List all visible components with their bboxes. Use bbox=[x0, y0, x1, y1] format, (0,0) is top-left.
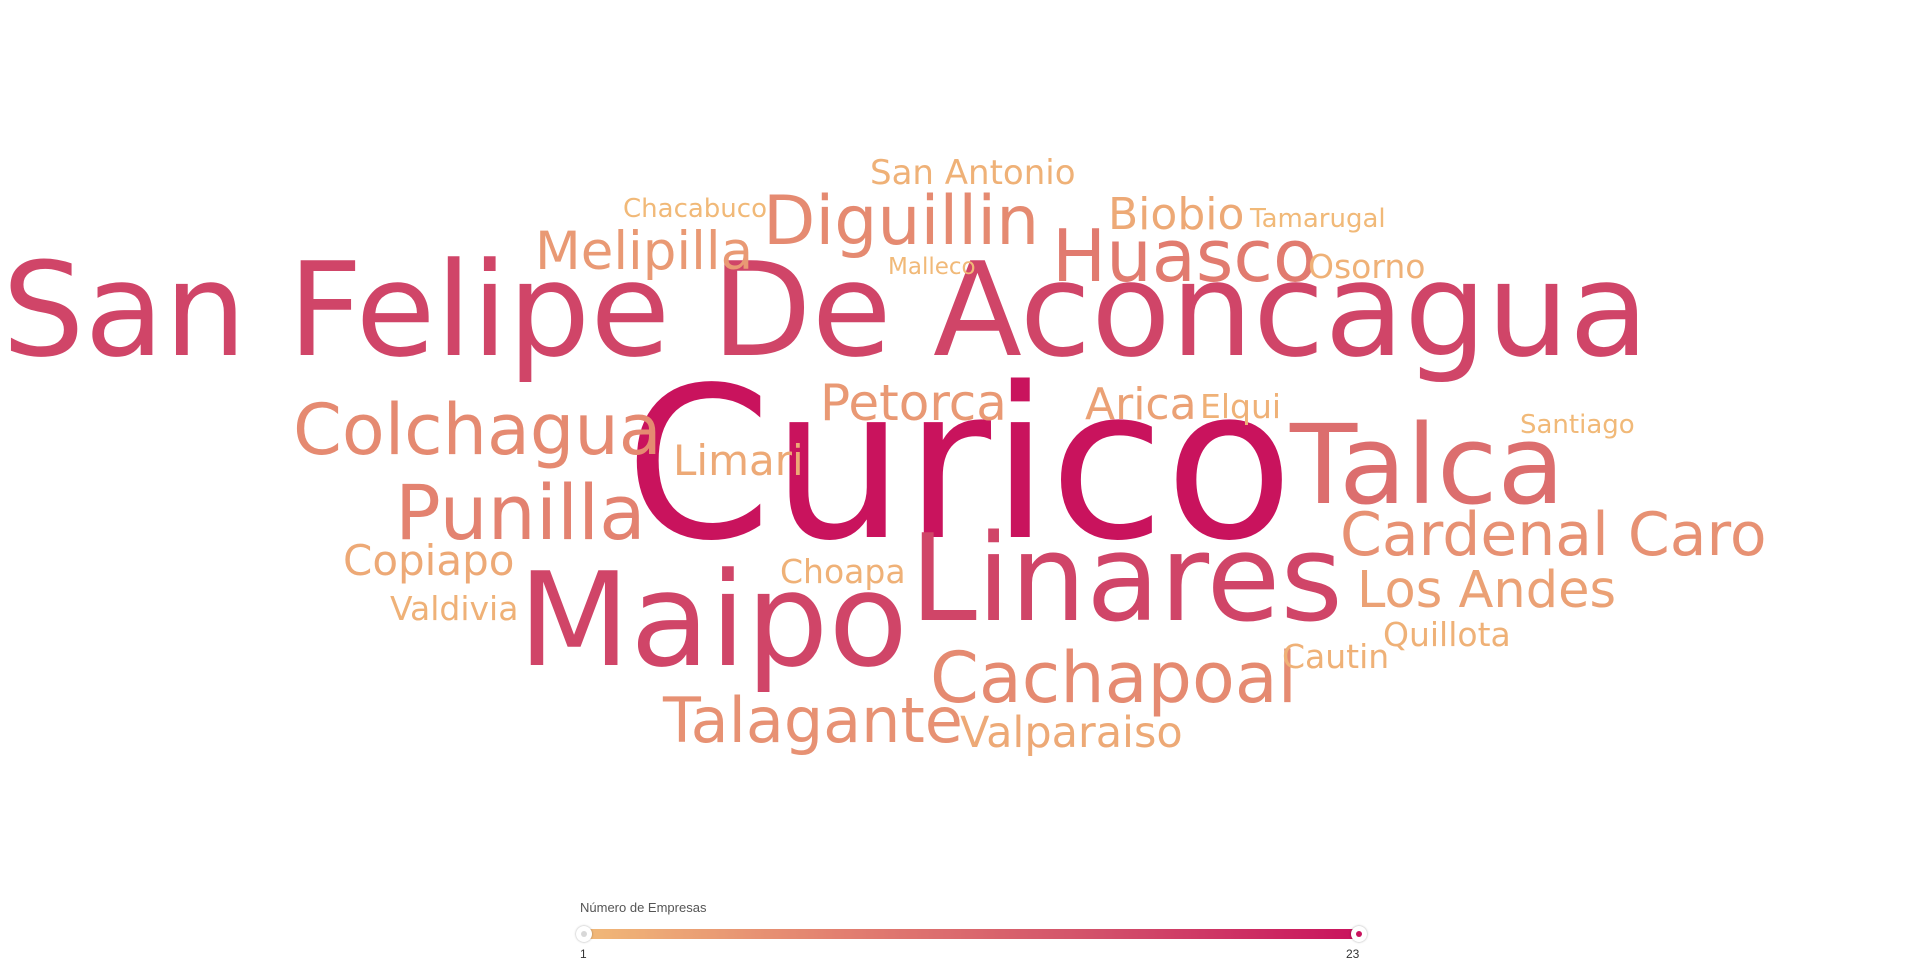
word-arica: Arica bbox=[1085, 379, 1197, 430]
word-cautin: Cautin bbox=[1282, 637, 1390, 676]
word-punilla: Punilla bbox=[395, 468, 646, 557]
word-petorca: Petorca bbox=[820, 374, 1007, 432]
word-valdivia: Valdivia bbox=[390, 589, 519, 628]
word-talca: Talca bbox=[1290, 401, 1565, 529]
word-linares: Linares bbox=[910, 510, 1343, 649]
word-chacabuco: Chacabuco bbox=[623, 194, 767, 224]
word-san-felipe-de-aconcagua: San Felipe De Aconcagua bbox=[2, 234, 1649, 386]
word-cardenal-caro: Cardenal Caro bbox=[1340, 500, 1767, 570]
word-elqui: Elqui bbox=[1200, 387, 1282, 426]
legend-min-handle[interactable] bbox=[576, 926, 592, 942]
word-melipilla: Melipilla bbox=[535, 221, 754, 282]
word-colchagua: Colchagua bbox=[293, 389, 662, 471]
word-santiago: Santiago bbox=[1520, 410, 1635, 440]
word-san-antonio: San Antonio bbox=[870, 153, 1076, 193]
legend-min-label: 1 bbox=[580, 947, 587, 961]
legend-max-handle[interactable] bbox=[1351, 926, 1367, 942]
word-maipo: Maipo bbox=[518, 544, 908, 696]
word-choapa: Choapa bbox=[780, 552, 906, 591]
color-legend: Número de Empresas 1 23 bbox=[576, 900, 1368, 961]
word-osorno: Osorno bbox=[1308, 247, 1426, 286]
word-curico: Curico bbox=[625, 342, 1294, 587]
word-diguillin: Diguillin bbox=[763, 182, 1040, 261]
word-valparaiso: Valparaiso bbox=[960, 708, 1183, 758]
word-copiapo: Copiapo bbox=[343, 536, 515, 585]
word-cachapoal: Cachapoal bbox=[930, 637, 1298, 719]
word-huasco: Huasco bbox=[1052, 214, 1318, 298]
word-limari: Limari bbox=[673, 436, 804, 485]
word-biobio: Biobio bbox=[1108, 189, 1245, 240]
legend-max-label: 23 bbox=[1346, 947, 1360, 961]
word-los-andes: Los Andes bbox=[1357, 561, 1617, 620]
word-tamarugal: Tamarugal bbox=[1250, 204, 1386, 234]
word-malleco: Malleco bbox=[888, 254, 976, 280]
legend-title: Número de Empresas bbox=[580, 900, 707, 915]
word-talagante: Talagante bbox=[663, 684, 963, 757]
legend-gradient-bar bbox=[584, 929, 1359, 939]
word-quillota: Quillota bbox=[1383, 615, 1511, 654]
